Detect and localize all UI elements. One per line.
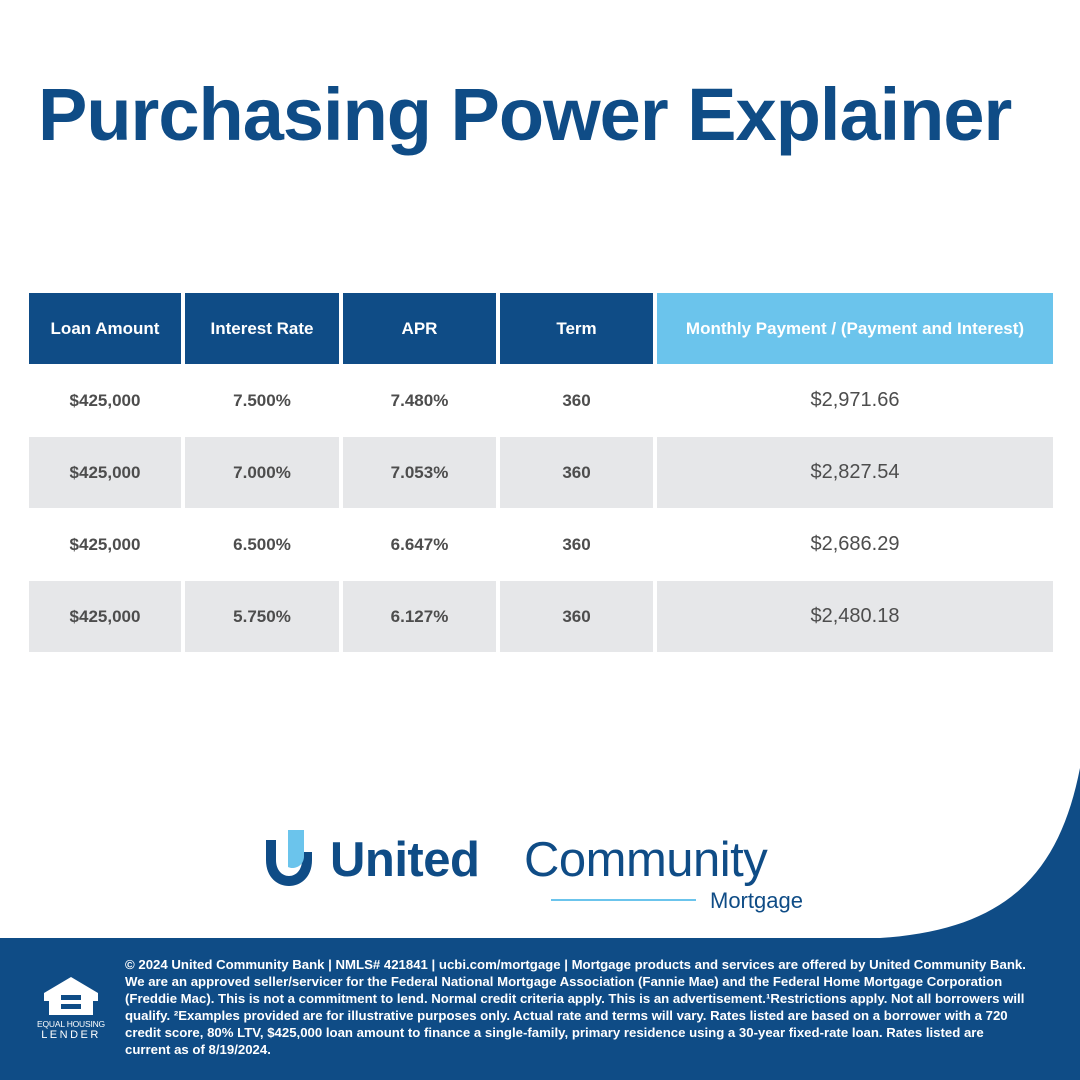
apr-cell: 6.647% (343, 509, 496, 580)
brand-divider (551, 899, 696, 901)
monthly-payment-cell: $2,686.29 (657, 509, 1053, 580)
brand-name-regular: Community (524, 833, 768, 887)
brand-name-bold: United (330, 833, 480, 887)
header-monthly-payment: Monthly Payment / (Payment and Interest) (657, 293, 1053, 364)
monthly-payment-cell: $2,827.54 (657, 437, 1053, 508)
equal-housing-text: EQUAL HOUSING (37, 1019, 105, 1029)
interest-rate-cell: 7.500% (185, 365, 339, 436)
apr-cell: 7.480% (343, 365, 496, 436)
rate-table: Loan Amount Interest Rate APR Term Month… (29, 293, 1053, 653)
interest-rate-cell: 5.750% (185, 581, 339, 652)
brand-subtitle: Mortgage (710, 888, 803, 913)
term-cell: 360 (500, 437, 653, 508)
legal-disclaimer: © 2024 United Community Bank | NMLS# 421… (125, 957, 1026, 1057)
footer-band (0, 938, 1080, 1080)
loan-amount-cell: $425,000 (29, 581, 181, 652)
table-row: $425,000 6.500% 6.647% 360 $2,686.29 (29, 509, 1053, 580)
equal-housing-house-icon (44, 977, 98, 1015)
table-header-row: Loan Amount Interest Rate APR Term Month… (29, 293, 1053, 364)
page-title: Purchasing Power Explainer (38, 73, 1012, 156)
table-row: $425,000 5.750% 6.127% 360 $2,480.18 (29, 581, 1053, 652)
loan-amount-cell: $425,000 (29, 437, 181, 508)
term-cell: 360 (500, 509, 653, 580)
term-cell: 360 (500, 581, 653, 652)
header-term: Term (500, 293, 653, 364)
header-interest-rate: Interest Rate (185, 293, 339, 364)
brand-logo: United Community Mortgage (258, 820, 828, 920)
table-row: $425,000 7.500% 7.480% 360 $2,971.66 (29, 365, 1053, 436)
apr-cell: 6.127% (343, 581, 496, 652)
loan-amount-cell: $425,000 (29, 365, 181, 436)
equal-housing-lender-badge: EQUAL HOUSING LENDER (36, 975, 106, 1042)
table-row: $425,000 7.000% 7.053% 360 $2,827.54 (29, 437, 1053, 508)
united-community-u-icon (266, 830, 312, 886)
monthly-payment-cell: $2,480.18 (657, 581, 1053, 652)
term-cell: 360 (500, 365, 653, 436)
header-loan-amount: Loan Amount (29, 293, 181, 364)
lender-text: LENDER (41, 1029, 101, 1041)
header-apr: APR (343, 293, 496, 364)
loan-amount-cell: $425,000 (29, 509, 181, 580)
interest-rate-cell: 7.000% (185, 437, 339, 508)
apr-cell: 7.053% (343, 437, 496, 508)
monthly-payment-cell: $2,971.66 (657, 365, 1053, 436)
interest-rate-cell: 6.500% (185, 509, 339, 580)
